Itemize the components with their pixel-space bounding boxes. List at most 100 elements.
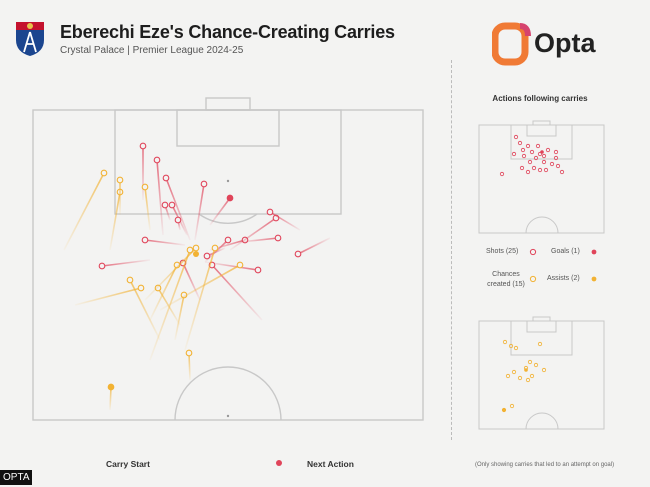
mini-shot-marker bbox=[499, 171, 505, 177]
crystal-palace-crest-icon bbox=[12, 18, 48, 58]
shot-carry-line bbox=[156, 159, 164, 236]
shot-carry-line bbox=[269, 211, 301, 231]
mini-shot-marker bbox=[533, 155, 539, 161]
shot-end-marker bbox=[161, 201, 169, 209]
mini-chance-marker bbox=[517, 375, 523, 381]
shot-carry-line bbox=[101, 259, 151, 267]
chance-end-marker bbox=[211, 244, 219, 252]
mini-shot-marker bbox=[549, 161, 555, 167]
chance-carry-line bbox=[149, 264, 178, 321]
panel-divider bbox=[451, 60, 452, 440]
mini-chance-marker bbox=[525, 377, 531, 383]
shot-end-marker bbox=[200, 180, 208, 188]
chance-end-marker bbox=[236, 261, 244, 269]
mini-chance-marker bbox=[537, 341, 543, 347]
chance-end-marker bbox=[192, 244, 200, 252]
mini-shot-marker bbox=[525, 143, 531, 149]
mini-shot-marker bbox=[559, 169, 565, 175]
opta-badge: OPTA bbox=[0, 470, 33, 485]
chance-carry-line bbox=[129, 279, 161, 341]
chance-carry-line bbox=[109, 191, 121, 251]
shot-carry-line bbox=[229, 217, 277, 251]
chance-carry-line bbox=[63, 172, 105, 251]
mini-pitches bbox=[478, 120, 605, 430]
mini-shot-marker bbox=[529, 149, 535, 155]
mini-shot-marker bbox=[525, 169, 531, 175]
shot-end-marker bbox=[168, 201, 176, 209]
mini-chance-marker bbox=[508, 343, 514, 349]
legend-chances-created: Chances created (15) bbox=[487, 271, 525, 288]
goal-end-marker bbox=[227, 195, 233, 201]
mini-shot-marker bbox=[553, 155, 559, 161]
chance-end-marker bbox=[100, 169, 108, 177]
chance-marker-icon bbox=[529, 275, 537, 283]
chance-end-marker bbox=[185, 349, 193, 357]
chance-carry-line bbox=[159, 264, 241, 311]
shot-end-marker bbox=[294, 250, 302, 258]
shot-carry-line bbox=[209, 197, 231, 226]
footnote: (Only showing carries that led to an att… bbox=[475, 462, 615, 468]
mini-shot-marker bbox=[537, 151, 543, 157]
pitch-lines bbox=[32, 97, 424, 421]
chance-carry-line bbox=[188, 352, 191, 381]
chance-end-marker bbox=[154, 284, 162, 292]
mini-shot-marker bbox=[553, 149, 559, 155]
mini-chance-marker bbox=[509, 403, 515, 409]
mini-shot-marker bbox=[521, 153, 527, 159]
chance-end-marker bbox=[141, 183, 149, 191]
mini-shot-marker bbox=[513, 134, 519, 140]
goal-marker-icon bbox=[591, 249, 597, 255]
shot-carry-line bbox=[182, 262, 201, 301]
chance-carry-line bbox=[144, 247, 197, 301]
mini-chance-marker bbox=[541, 367, 547, 373]
mini-chance-marker bbox=[527, 359, 533, 365]
mini-shot-marker bbox=[517, 140, 523, 146]
shot-carry-line bbox=[297, 237, 331, 255]
chance-carry-line bbox=[184, 247, 216, 351]
mini-shot-marker bbox=[535, 143, 541, 149]
mini-chance-marker bbox=[533, 362, 539, 368]
assist-marker-icon bbox=[591, 276, 597, 282]
shot-end-marker bbox=[141, 236, 149, 244]
assist-end-marker bbox=[108, 384, 114, 390]
mini-shot-marker bbox=[511, 151, 517, 157]
carry-legend-line bbox=[184, 460, 282, 466]
mini-chance-marker bbox=[502, 339, 508, 345]
chance-carry-line bbox=[174, 294, 185, 341]
shot-end-marker bbox=[274, 234, 282, 242]
opta-logo-icon bbox=[491, 22, 602, 66]
shot-end-marker bbox=[162, 174, 170, 182]
mini-shot-marker bbox=[555, 163, 561, 169]
legend-shots: Shots (25) bbox=[486, 248, 519, 255]
right-legend-markers bbox=[529, 248, 597, 283]
shot-carry-line bbox=[239, 237, 279, 243]
mini-shot-marker bbox=[541, 159, 547, 165]
mini-chance-marker bbox=[513, 345, 519, 351]
mini-shot-marker bbox=[541, 153, 547, 159]
mini-chance-marker bbox=[529, 373, 535, 379]
shot-end-marker bbox=[254, 266, 262, 274]
chance-carry-line bbox=[74, 287, 142, 306]
legend-goals: Goals (1) bbox=[551, 248, 580, 255]
chance-end-marker bbox=[116, 176, 124, 184]
mini-shot-marker bbox=[545, 147, 551, 153]
shot-carry-line bbox=[144, 239, 186, 246]
shot-end-marker bbox=[266, 208, 274, 216]
chance-carry-line bbox=[109, 386, 112, 411]
mini-shot-marker bbox=[520, 147, 526, 153]
shot-carry-line bbox=[211, 264, 263, 321]
shot-end-marker bbox=[139, 142, 147, 150]
legend-assists: Assists (2) bbox=[547, 275, 580, 282]
assist-end-marker bbox=[193, 251, 199, 257]
shot-marker-icon bbox=[529, 248, 537, 256]
shot-end-marker bbox=[174, 216, 182, 224]
mini-shot-marker bbox=[519, 165, 525, 171]
main-pitch-chart bbox=[32, 97, 424, 421]
page-title: Eberechi Eze's Chance-Creating Carries bbox=[60, 22, 395, 42]
legend-next-action: Next Action bbox=[307, 459, 354, 469]
legend-carry-start: Carry Start bbox=[106, 459, 150, 469]
mini-shot-marker bbox=[543, 167, 549, 173]
mini-shot-marker bbox=[537, 167, 543, 173]
shot-end-marker bbox=[153, 156, 161, 164]
shot-end-marker bbox=[98, 262, 106, 270]
